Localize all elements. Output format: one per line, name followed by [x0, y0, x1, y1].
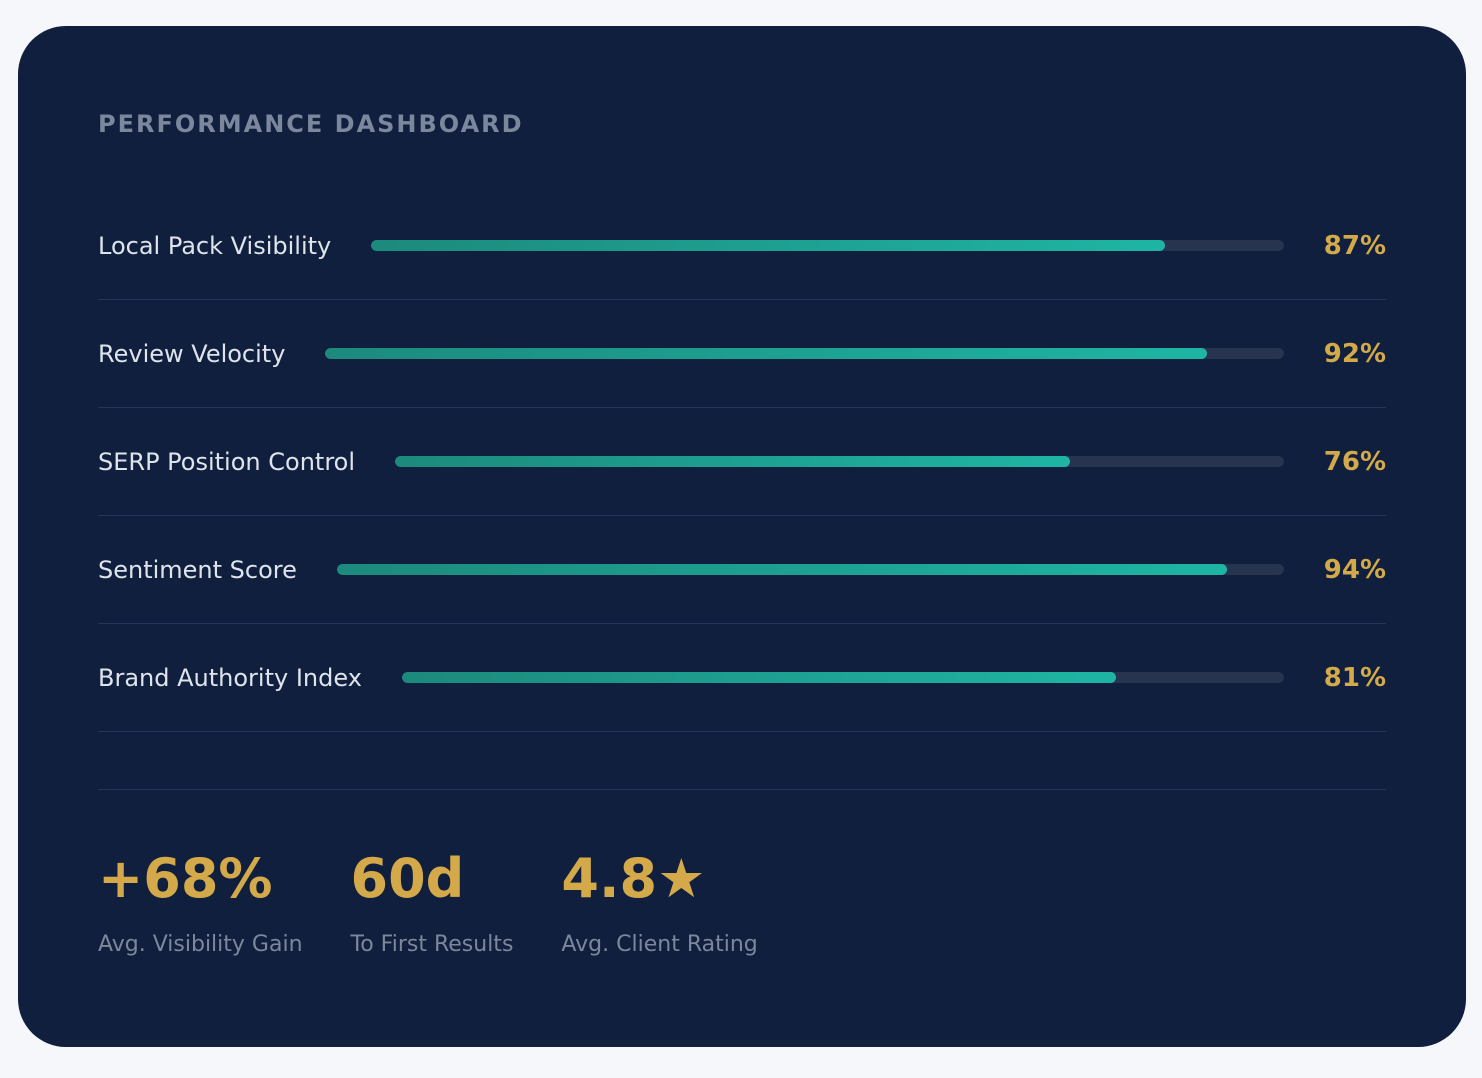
stat-label: Avg. Visibility Gain	[98, 932, 303, 957]
metric-label: Brand Authority Index	[98, 663, 362, 692]
progress-bar-fill	[395, 456, 1071, 467]
stat-value: 60d	[350, 847, 465, 910]
metric-value: 76%	[1323, 446, 1386, 477]
metric-label: Review Velocity	[98, 339, 286, 368]
progress-bar	[336, 564, 1284, 575]
stat-value: 4.8★	[561, 847, 706, 910]
progress-bar-fill	[336, 564, 1227, 575]
metric-label: Sentiment Score	[98, 555, 297, 584]
stat-first-results: 60d To First Results	[351, 844, 514, 957]
metric-row: SERP Position Control 76%	[98, 408, 1386, 516]
progress-bar	[325, 348, 1284, 359]
metric-value: 81%	[1323, 662, 1386, 693]
dashboard-title: PERFORMANCE DASHBOARD	[98, 110, 524, 138]
progress-bar-fill	[401, 672, 1117, 683]
performance-dashboard-card: PERFORMANCE DASHBOARD Local Pack Visibil…	[18, 26, 1466, 1047]
metric-label: SERP Position Control	[98, 447, 356, 476]
stat-label: Avg. Client Rating	[561, 932, 758, 957]
metric-row: Sentiment Score 94%	[98, 516, 1386, 624]
progress-bar-fill	[325, 348, 1208, 359]
stat-label: To First Results	[350, 932, 514, 957]
stat-value: +68%	[98, 847, 273, 910]
metrics-list: Local Pack Visibility 87% Review Velocit…	[98, 192, 1386, 732]
progress-bar	[401, 672, 1284, 683]
metric-value: 87%	[1323, 230, 1386, 261]
metric-row: Local Pack Visibility 87%	[98, 192, 1386, 300]
metric-value: 94%	[1323, 554, 1386, 585]
progress-bar	[395, 456, 1284, 467]
stat-visibility-gain: +68% Avg. Visibility Gain	[98, 844, 303, 957]
stat-client-rating: 4.8★ Avg. Client Rating	[561, 844, 757, 957]
progress-bar	[371, 240, 1284, 251]
section-divider	[98, 789, 1386, 790]
metric-row: Brand Authority Index 81%	[98, 624, 1386, 732]
summary-stats: +68% Avg. Visibility Gain 60d To First R…	[98, 844, 806, 957]
metric-label: Local Pack Visibility	[98, 231, 332, 260]
metric-row: Review Velocity 92%	[98, 300, 1386, 408]
progress-bar-fill	[371, 240, 1166, 251]
metric-value: 92%	[1323, 338, 1386, 369]
